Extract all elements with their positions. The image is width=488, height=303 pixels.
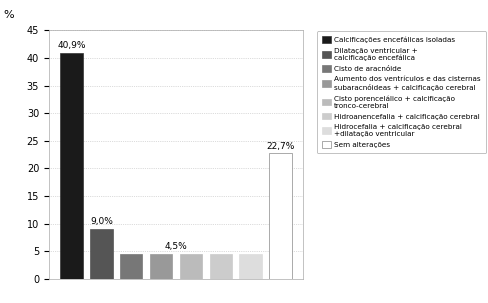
Bar — [90, 229, 112, 279]
Bar — [269, 153, 291, 279]
Text: 40,9%: 40,9% — [57, 41, 86, 50]
Legend: Calcificações encefálicas isoladas, Dilatação ventricular +
calcificação encefál: Calcificações encefálicas isoladas, Dila… — [316, 32, 485, 153]
Bar — [61, 53, 82, 279]
Text: 22,7%: 22,7% — [265, 142, 294, 151]
Bar — [239, 254, 261, 279]
Bar — [120, 254, 142, 279]
Bar — [209, 254, 231, 279]
Bar — [150, 254, 172, 279]
Text: 4,5%: 4,5% — [164, 242, 187, 251]
Bar — [180, 254, 202, 279]
Text: 9,0%: 9,0% — [90, 217, 113, 226]
Text: %: % — [3, 10, 14, 20]
